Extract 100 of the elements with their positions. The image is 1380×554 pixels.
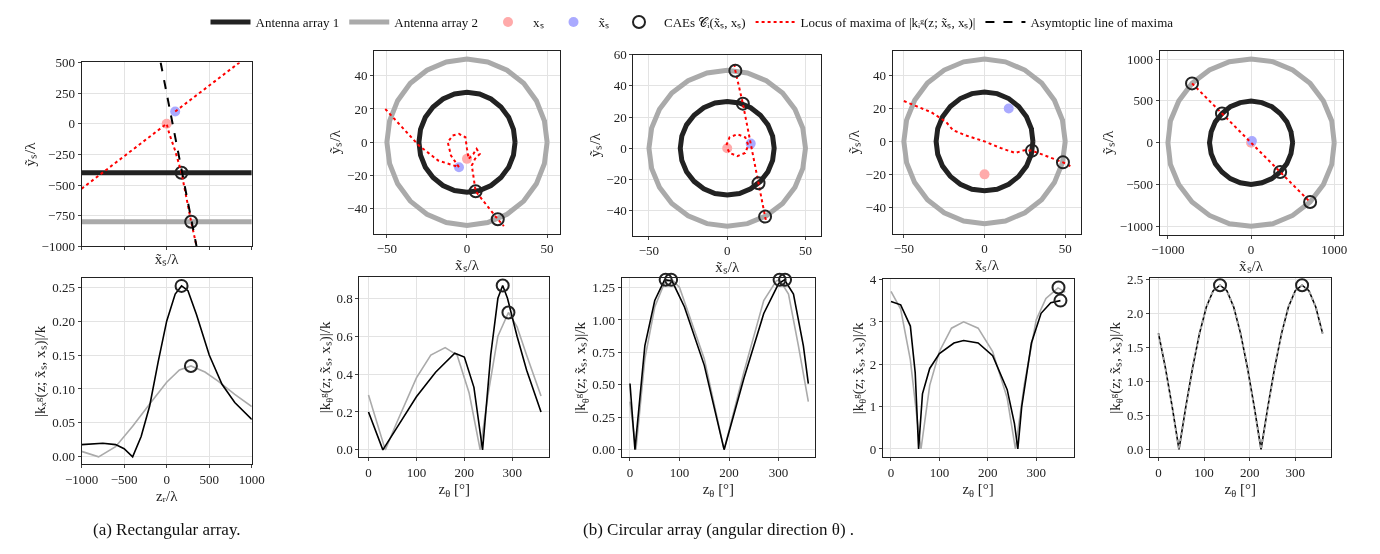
legend-label: xₛ [533,15,544,31]
point [490,212,505,227]
y-tick-label: 0.0 [1126,441,1144,457]
y-tick-label: −20 [865,166,886,182]
y-tick-label: 40 [613,78,627,94]
y-tick-label: 3 [869,314,877,330]
x-tick-label: 100 [669,465,690,481]
y-tick-label: 1.0 [1126,374,1144,390]
x-tick-label: −50 [376,241,398,257]
y-tick-label: 0.8 [336,290,353,306]
y-tick-label: 500 [55,55,75,71]
x-tick-label: 50 [798,243,812,259]
y-tick-label: −40 [865,199,886,215]
y-tick-label: 2 [869,356,877,372]
y-tick-label: 0 [68,116,75,132]
y-axis-title: ỹₛ/λ [845,129,862,155]
y-tick-label: −1000 [1119,218,1154,234]
legend-label: Antenna array 1 [255,15,340,31]
x-tick-label: 50 [1058,241,1072,257]
y-tick-label: 0 [879,133,886,149]
y-tick-label: 0 [869,441,877,457]
x-tick-label: 1000 [1321,242,1348,258]
y-tick-label: 0.75 [592,344,615,360]
y-tick-label: 2.0 [1126,306,1144,322]
legend-label: CAEs 𝒞ᵢ(x̃ₛ, xₛ) [664,15,746,31]
x-tick-label: 200 [1239,465,1260,481]
legend-label: x̃ₛ [598,15,609,31]
y-tick-label: 40 [354,68,368,84]
y-tick-label: 1.00 [592,312,615,328]
point [170,106,181,117]
x-tick-label: 300 [1285,465,1305,481]
x-axis-title: x̃ₛ/λ [1239,258,1264,275]
x-tick-label: 300 [502,465,523,481]
x-tick-label: 200 [454,465,475,481]
x-tick-label: 200 [719,465,739,481]
y-tick-label: −250 [48,146,75,162]
point [979,169,990,180]
legend-label: Locus of maxima of |kᵢᵍ(z; x̃ₛ, xₛ)| [800,15,976,31]
x-tick-label: −50 [893,241,915,257]
y-tick-label: 40 [872,68,886,84]
line-series [384,107,505,228]
point [1024,143,1039,158]
text: (a) Rectangular array. [93,520,241,539]
x-tick-label: 50 [540,241,554,257]
x-tick-label: 0 [723,243,731,259]
y-tick-label: 60 [613,47,627,63]
x-tick-label: 500 [199,471,219,487]
x-tick-label: 0 [163,471,170,487]
x-axis-title: z$_{θ}$ [°] [702,481,735,500]
x-tick-label: 300 [1026,465,1046,481]
x-axis-title: z$_{θ}$ [°] [438,481,471,500]
x-tick-label: −500 [110,471,138,487]
y-tick-label: 0.15 [52,347,75,363]
y-tick-label: 0.25 [52,279,75,295]
x-tick-label: 0 [1247,242,1255,258]
y-tick-label: 0.0 [336,442,353,458]
y-tick-label: −500 [48,177,75,193]
point [1185,76,1200,91]
x-axis-title: z$_{θ}$ [°] [962,481,994,500]
y-tick-label: 0.10 [52,381,75,397]
line-series [902,100,1073,168]
y-tick-label: 1.5 [1126,340,1144,356]
y-tick-label: 0.00 [52,449,75,465]
y-tick-label: 1000 [1127,51,1154,67]
x-tick-label: 100 [406,465,427,481]
y-tick-label: 0.00 [592,442,615,458]
x-axis-title: x̃ₛ/λ [974,257,1000,274]
x-tick-label: 100 [929,465,950,481]
legend-label: Antenna array 2 [394,15,478,31]
y-tick-label: 0.4 [336,366,354,382]
y-tick-label: 0 [360,134,368,150]
y-tick-label: −20 [606,172,627,188]
x-tick-label: −50 [638,243,660,259]
y-tick-label: 4 [869,271,877,287]
y-tick-label: 2.5 [1126,272,1144,288]
y-tick-label: 0.2 [336,404,353,420]
y-axis-title: |kₓᵍ(z; x̃ₛ, xₛ)|/k [32,325,50,417]
y-axis-title: ỹₛ/λ [586,132,603,158]
y-tick-label: 0.05 [52,415,75,431]
x-axis-title: x̃ₛ/λ [715,259,740,276]
y-tick-label: 500 [1133,93,1154,109]
point [728,63,743,78]
x-tick-label: −1000 [1151,242,1185,258]
y-tick-label: 20 [872,101,886,116]
y-tick-label: 0.5 [1126,407,1144,423]
point [1214,106,1229,121]
point [751,176,766,191]
y-tick-label: 0.50 [592,377,615,393]
x-tick-label: 100 [1194,465,1214,481]
y-tick-label: −500 [1126,177,1154,193]
x-axis-title: z$_{θ}$ [°] [1224,481,1257,500]
y-tick-label: −20 [347,168,368,184]
x-axis-title: zᵣ/λ [155,487,179,504]
y-tick-label: 1 [869,399,877,415]
y-tick-label: 0 [1146,135,1154,151]
point [1273,164,1288,179]
x-axis-title: x̃ₛ/λ [455,257,480,274]
point [1303,195,1318,210]
point [1055,155,1070,170]
y-axis-title: ỹₛ/λ [21,141,38,167]
